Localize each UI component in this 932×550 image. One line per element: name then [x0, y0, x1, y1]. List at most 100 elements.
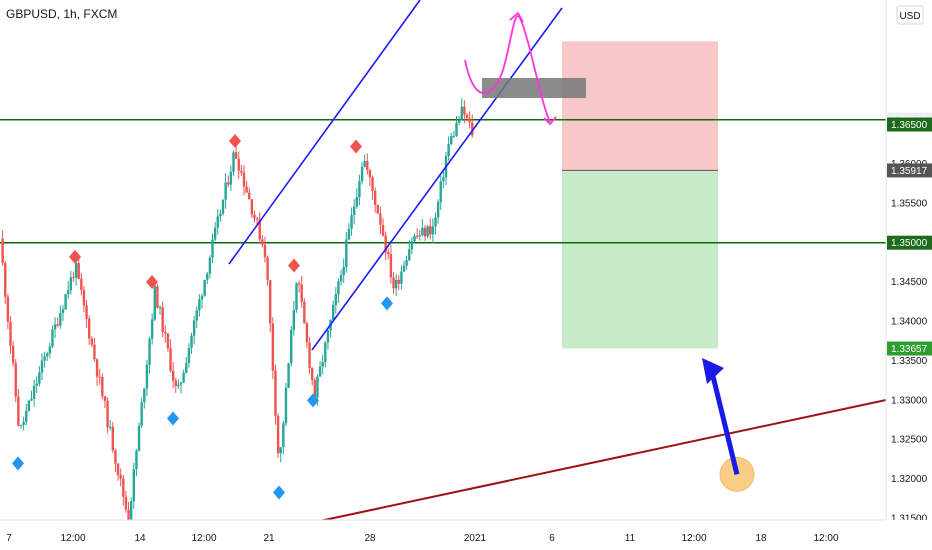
candle-body: [67, 290, 70, 295]
candle-body: [387, 252, 390, 255]
candle-body: [208, 257, 212, 274]
candle-body: [258, 219, 261, 240]
candle-body: [190, 335, 193, 348]
candle-body: [308, 342, 311, 369]
time-axis[interactable]: 7 12:00 14 12:00 21 28 2021 6 11 12:00 18 12:00: [0, 519, 932, 550]
currency-button[interactable]: USD: [896, 5, 924, 25]
bounce-arrow: [709, 371, 740, 475]
trend-line: [314, 399, 887, 523]
candle-body: [276, 415, 280, 454]
candle-body: [452, 135, 456, 137]
candle-body: [421, 227, 424, 236]
candle-body: [124, 496, 128, 510]
candle-body: [32, 385, 36, 399]
candle-body: [379, 213, 382, 225]
candle-body: [392, 277, 395, 289]
time-tick-label: 7: [6, 533, 12, 544]
candle-body: [22, 421, 25, 425]
candle-body: [248, 192, 251, 200]
candle-body: [413, 235, 416, 242]
candle-body: [46, 353, 49, 357]
candle-body: [161, 307, 164, 332]
swing-low-marker: [381, 296, 393, 311]
candle-body: [465, 114, 469, 119]
candle-body: [11, 345, 15, 364]
candle-body: [206, 273, 209, 280]
candle-body: [129, 501, 133, 524]
candle-body: [98, 376, 101, 378]
candle-body: [331, 304, 335, 320]
candle-body: [313, 380, 317, 398]
time-tick-label: 12:00: [60, 533, 85, 544]
candle-body: [271, 323, 275, 371]
candle-body: [195, 310, 198, 321]
candle-body: [287, 363, 290, 388]
price-label-text: 1.33657: [891, 344, 928, 355]
candle-body: [384, 235, 387, 253]
price-label-badge: [887, 163, 932, 178]
candle-body: [140, 402, 143, 426]
price-tick-label: 1.34500: [891, 277, 928, 288]
candle-body: [426, 226, 429, 237]
candle-body: [450, 136, 453, 144]
price-label-badge: [887, 117, 932, 132]
candle-body: [48, 346, 52, 354]
candle-body: [145, 364, 149, 389]
horizontal-levels: [0, 119, 886, 244]
candle-body: [345, 239, 348, 268]
candle-body: [169, 348, 172, 371]
candle-body: [352, 206, 356, 216]
candle-body: [135, 450, 138, 470]
drawings: [228, 0, 887, 523]
candle-body: [305, 323, 309, 343]
price-label-text: 1.35000: [891, 238, 928, 249]
candle-body: [101, 376, 104, 397]
candle-body: [442, 177, 445, 182]
candle-body: [224, 182, 227, 200]
candle-body: [326, 330, 330, 343]
candle-body: [423, 227, 427, 237]
swing-high-marker: [350, 139, 362, 154]
candle-body: [297, 283, 301, 285]
price-label-text: 1.35917: [891, 166, 928, 177]
candle-body: [439, 181, 442, 202]
candle-body: [292, 309, 296, 330]
price-tick-label: 1.31500: [891, 513, 928, 524]
candle-body: [394, 279, 398, 289]
candle-body: [468, 118, 471, 123]
stop-loss-zone: [562, 41, 718, 171]
candle-body: [455, 122, 458, 136]
candle-body: [269, 280, 272, 324]
candle-body: [434, 217, 437, 227]
candle-body: [111, 426, 115, 451]
candle-body: [400, 271, 403, 284]
candle-body: [156, 286, 159, 308]
candle-body: [227, 182, 230, 185]
candle-body: [4, 262, 7, 297]
candle-body: [177, 384, 180, 387]
candle-body: [263, 244, 267, 258]
candle-body: [471, 122, 474, 136]
candle-body: [27, 400, 31, 412]
price-label-text: 1.36500: [891, 120, 928, 131]
candle-body: [337, 281, 340, 295]
candle-body: [373, 190, 377, 205]
candle-body: [368, 170, 372, 178]
candle-body: [376, 204, 379, 214]
time-tick-label: 11: [625, 533, 636, 544]
price-tick-label: 1.33000: [891, 395, 928, 406]
swing-low-marker: [12, 456, 24, 471]
swing-low-marker: [307, 393, 319, 408]
candle-body: [103, 396, 107, 401]
candle-body: [158, 307, 162, 309]
candle-body: [56, 324, 59, 326]
candle-body: [355, 197, 359, 207]
candle-body: [1, 238, 4, 263]
projection-arrowhead-up: [509, 11, 524, 23]
candle-body: [106, 400, 109, 428]
price-axis[interactable]: 1.31500 1.32000 1.32500 1.33000 1.33500 1.340…: [885, 0, 932, 550]
candle-body: [38, 372, 41, 384]
candle-body: [342, 267, 345, 275]
